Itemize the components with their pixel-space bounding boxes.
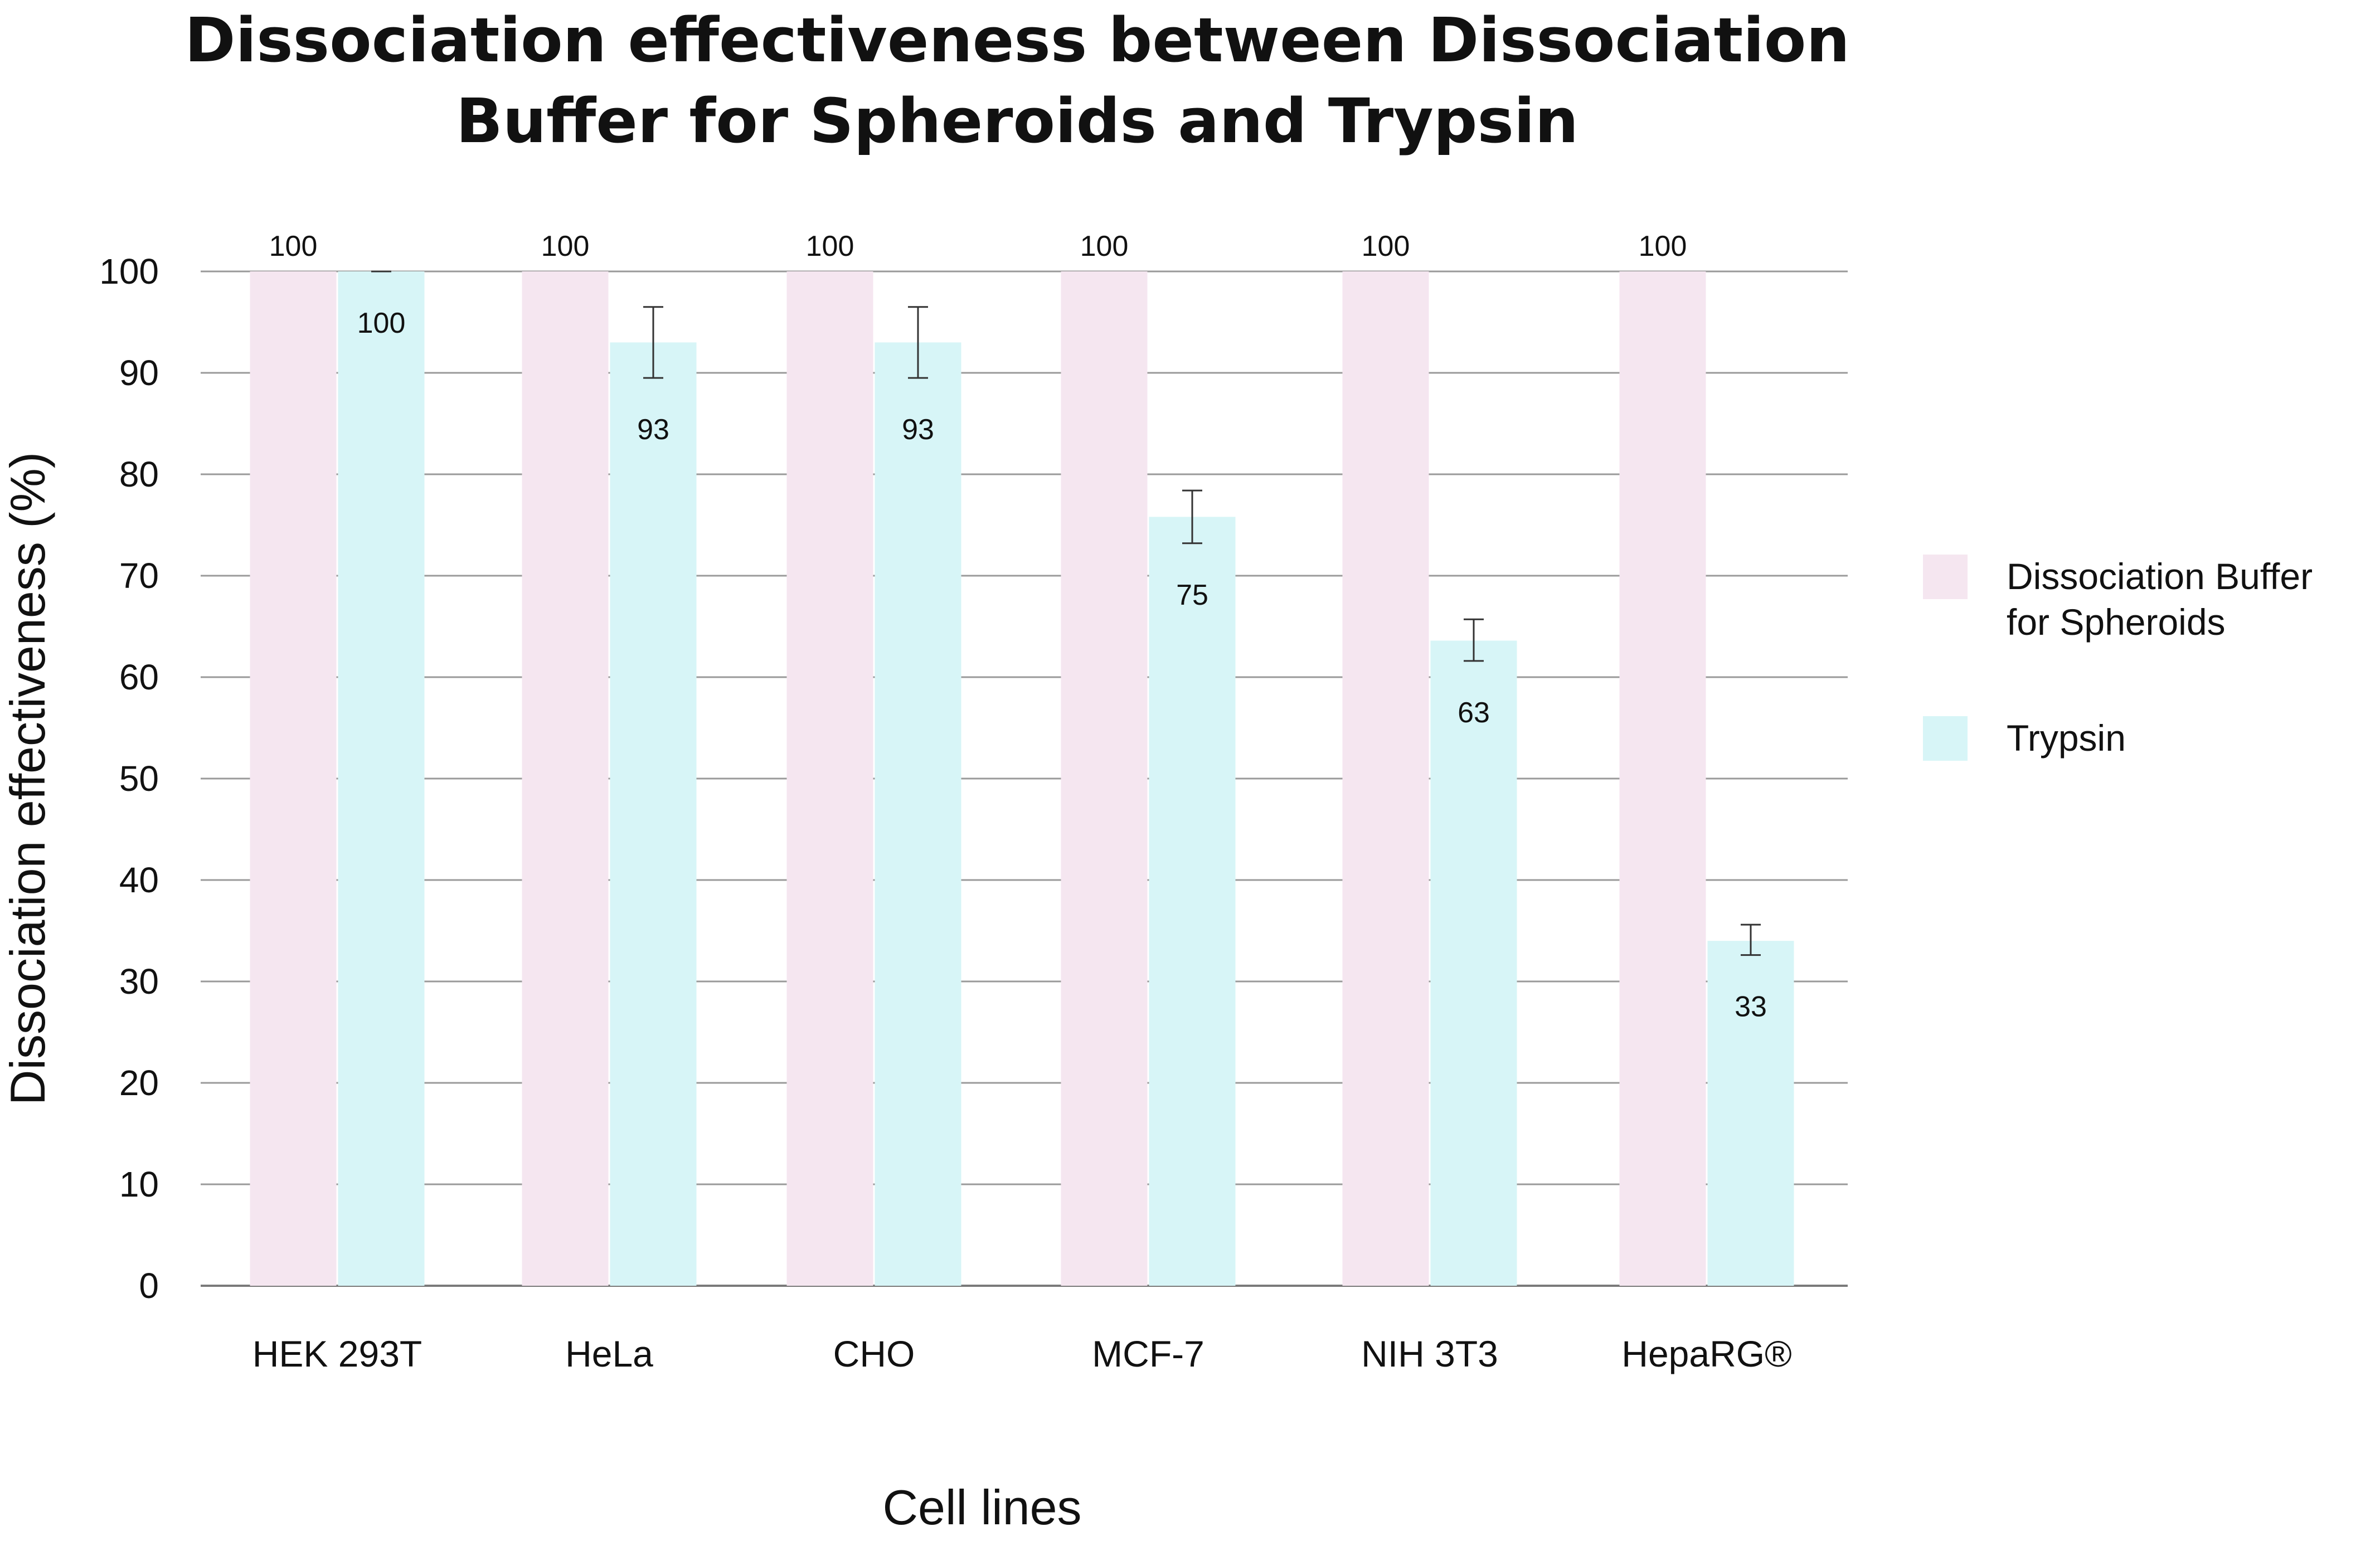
error-bars (371, 270, 1761, 956)
chart-title: Dissociation effectiveness between Disso… (184, 4, 1850, 157)
bar-dissociation-buffer (250, 271, 337, 1286)
y-tick-label: 10 (119, 1164, 159, 1204)
bar-trypsin (1707, 941, 1794, 1286)
data-label-dissociation-buffer: 100 (269, 230, 318, 262)
bar-trypsin (1149, 517, 1236, 1286)
data-label-dissociation-buffer: 100 (1639, 230, 1687, 262)
x-tick-label: NIH 3T3 (1361, 1333, 1498, 1374)
x-tick-label: HepaRG® (1621, 1333, 1791, 1374)
bar-dissociation-buffer (1619, 271, 1706, 1286)
bars (250, 271, 1794, 1286)
bar-trypsin (610, 342, 697, 1286)
bar-trypsin (875, 342, 961, 1286)
y-tick-label: 0 (139, 1266, 159, 1306)
data-label-trypsin: 75 (1176, 579, 1208, 611)
x-tick-label: HEK 293T (252, 1333, 422, 1374)
bar-dissociation-buffer (1342, 271, 1429, 1286)
y-tick-label: 30 (119, 961, 159, 1002)
x-axis-title: Cell lines (882, 1480, 1081, 1535)
x-tick-label: MCF-7 (1092, 1333, 1204, 1374)
data-label-dissociation-buffer: 100 (806, 230, 854, 262)
bar-dissociation-buffer (786, 271, 873, 1286)
data-label-trypsin: 100 (357, 307, 406, 339)
bar-trypsin (1430, 640, 1517, 1286)
data-label-trypsin: 93 (637, 414, 669, 446)
x-tick-label: HeLa (565, 1333, 653, 1374)
y-axis-title: Dissociation effectiveness (%) (0, 452, 55, 1105)
y-tick-label: 70 (119, 556, 159, 596)
y-tick-label: 60 (119, 657, 159, 697)
x-tick-label: CHO (833, 1333, 915, 1374)
data-label-trypsin: 93 (902, 414, 934, 446)
y-tick-label: 90 (119, 353, 159, 393)
y-tick-label: 20 (119, 1063, 159, 1103)
legend-label: Trypsin (2007, 717, 2126, 759)
gridlines (201, 270, 1848, 1287)
data-labels: 100 100 100 100 100 100 100 93 93 75 63 33 (269, 230, 1767, 1023)
data-label-trypsin: 63 (1458, 697, 1490, 729)
y-tick-label: 100 (99, 251, 159, 291)
axes: 0 10 20 30 40 50 60 70 80 90 100 HEK 293T HeLa CHO MCF… (0, 251, 1792, 1535)
bar-trypsin (338, 271, 425, 1286)
bar-dissociation-buffer (522, 271, 609, 1286)
data-label-dissociation-buffer: 100 (1080, 230, 1129, 262)
data-label-trypsin: 33 (1735, 991, 1767, 1023)
data-label-dissociation-buffer: 100 (541, 230, 590, 262)
data-label-dissociation-buffer: 100 (1362, 230, 1410, 262)
y-tick-label: 40 (119, 860, 159, 900)
legend-label: Dissociation Buffer (2007, 556, 2313, 597)
y-tick-label: 50 (119, 759, 159, 799)
legend-label: for Spheroids (2007, 601, 2226, 643)
bar-dissociation-buffer (1061, 271, 1148, 1286)
legend-swatch-trypsin (1923, 716, 1968, 761)
legend-swatch-dissociation-buffer (1923, 555, 1968, 599)
y-tick-label: 80 (119, 454, 159, 494)
